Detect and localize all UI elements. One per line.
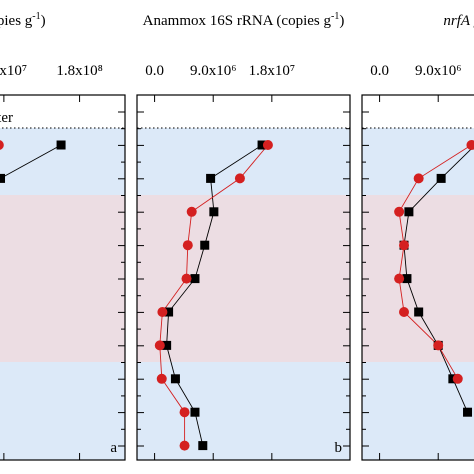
square-marker — [170, 374, 180, 384]
circle-marker — [157, 307, 168, 317]
x-axis-label: Anammox 16S rRNA (copies g-1) — [143, 11, 345, 29]
square-marker — [257, 140, 267, 150]
circle-marker — [181, 273, 192, 284]
circle-marker — [399, 307, 410, 317]
middle-band — [0, 195, 125, 362]
series-line — [166, 144, 263, 446]
middle-band — [137, 195, 350, 362]
x-axis-label-end: ) — [41, 13, 46, 29]
square-marker — [209, 207, 219, 217]
square-marker — [206, 173, 216, 183]
square-marker — [198, 441, 208, 451]
circle-marker — [179, 407, 190, 418]
circle-marker — [186, 206, 197, 217]
series-line — [159, 144, 269, 446]
water-band — [0, 128, 125, 195]
square-marker — [463, 407, 473, 417]
circle-marker — [433, 340, 444, 351]
x-axis-label-text: Anammox 16S rRNA (copies g — [143, 13, 332, 29]
circle-marker — [399, 240, 410, 251]
square-marker — [162, 340, 172, 350]
frame — [0, 94, 126, 461]
square-marker — [436, 173, 446, 183]
series-line — [398, 144, 472, 380]
bottom-band — [0, 362, 125, 460]
water-band — [362, 128, 474, 195]
circle-marker — [0, 140, 4, 150]
x-tick-label: 0.0 — [370, 63, 389, 79]
x-axis-label: nrfA ger — [443, 13, 474, 29]
circle-marker — [413, 173, 424, 184]
x-axis-label-text: opies g — [0, 13, 33, 29]
circle-marker — [182, 240, 193, 251]
circle-marker — [156, 373, 167, 384]
x-tick-label: 9.0x10⁶ — [415, 63, 461, 79]
panel-label: a — [110, 440, 117, 456]
circle-marker — [394, 273, 405, 284]
circle-marker — [394, 206, 405, 217]
x-tick-label: 0.0 — [145, 63, 164, 79]
circle-marker — [452, 373, 463, 384]
square-marker — [190, 274, 200, 284]
square-marker — [190, 407, 200, 417]
square-marker — [402, 274, 412, 284]
panel-label: b — [335, 440, 343, 456]
bottom-band — [137, 362, 350, 460]
circle-marker — [154, 340, 165, 351]
square-marker — [0, 173, 6, 183]
x-axis-label-sup: -1 — [32, 11, 40, 22]
x-axis-label-text: nrfA ger — [443, 13, 474, 29]
circle-marker — [466, 140, 474, 150]
middle-band — [362, 195, 474, 362]
water-band — [137, 128, 350, 195]
circle-marker — [179, 440, 190, 451]
x-tick-label: 9.0x10⁷ — [0, 63, 27, 79]
x-axis-label: opies g-1) — [0, 11, 46, 29]
square-marker — [414, 307, 424, 317]
square-marker — [200, 240, 210, 250]
square-marker — [164, 307, 174, 317]
water-label: Water — [0, 110, 13, 126]
square-marker — [404, 207, 414, 217]
series-line — [0, 144, 62, 179]
frame — [136, 94, 351, 461]
circle-marker — [234, 173, 245, 184]
x-tick-label: 1.8x10⁷ — [249, 63, 295, 79]
x-axis-label-end: ) — [339, 13, 344, 29]
x-axis-label-sup: -1 — [331, 11, 339, 22]
x-tick-label: 9.0x10⁶ — [190, 63, 236, 79]
square-marker — [56, 140, 66, 150]
frame — [361, 94, 474, 461]
circle-marker — [262, 140, 273, 150]
x-tick-label: 1.8x10⁸ — [56, 63, 102, 79]
